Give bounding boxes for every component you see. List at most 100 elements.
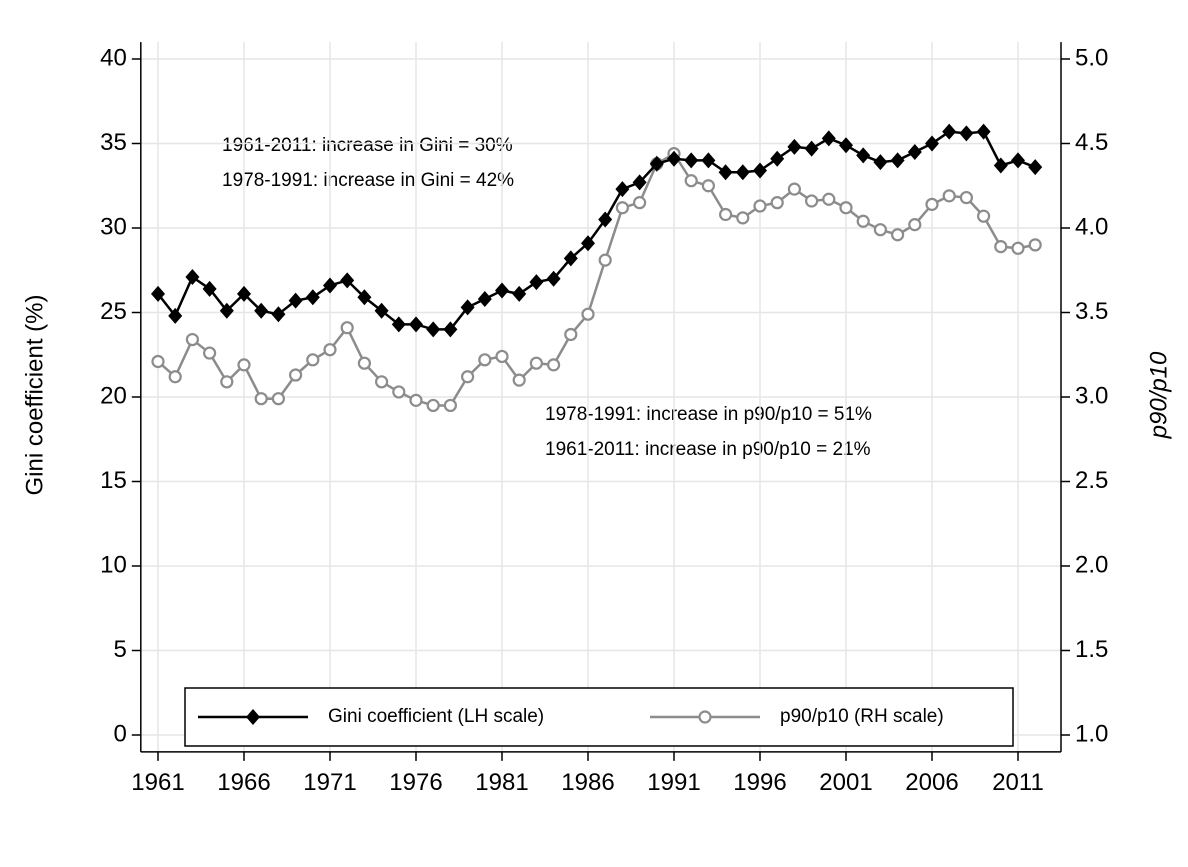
marker [168,307,183,324]
marker [512,285,527,302]
y-tick-label: 5 [113,636,126,663]
y-tick-label: 20 [100,382,127,409]
marker [254,392,268,406]
y2-tick-label: 5.0 [1075,44,1108,71]
marker [667,150,681,167]
marker [271,306,286,323]
marker [581,307,595,321]
marker [443,398,457,413]
marker [391,316,406,333]
y-tick-label: 0 [113,720,126,747]
marker [529,356,544,370]
marker [495,282,509,299]
marker [684,174,698,188]
marker [271,392,285,406]
x-tick-label: 1996 [733,769,786,796]
marker [804,140,819,157]
marker [632,174,647,191]
x-tick-label: 2001 [819,769,872,796]
x-tick-label: 2006 [905,769,958,796]
marker [753,199,767,213]
marker [219,302,234,319]
marker [288,292,303,309]
marker [787,182,802,196]
legend-box [184,687,1014,747]
y-tick-label: 30 [100,213,127,240]
y2-tick-label: 4.5 [1075,129,1108,156]
marker [873,154,888,171]
y2-tick-label: 2.0 [1075,551,1108,578]
legend-label: p90/p10 (RH scale) [780,706,944,727]
y2-tick-label: 1.5 [1075,636,1108,663]
marker [306,353,320,367]
marker [856,147,871,164]
marker [822,192,836,206]
marker [375,375,389,389]
marker [718,207,733,222]
marker [340,321,354,335]
marker [684,152,699,169]
y2-tick-label: 3.0 [1075,382,1108,409]
y-tick-label: 25 [100,298,127,325]
marker [994,239,1008,254]
legend-label: Gini coefficient (LH scale) [328,706,544,727]
marker [426,321,441,338]
marker [907,143,922,160]
marker [804,194,819,208]
x-tick-label: 1976 [389,769,442,796]
marker [254,302,269,319]
marker [374,302,389,319]
marker [1028,238,1042,252]
y-tick-label: 35 [100,129,127,156]
x-tick-label: 1966 [217,769,270,796]
marker [512,373,526,387]
legend-marker [698,710,712,724]
marker [718,164,733,181]
marker [220,375,234,389]
marker [821,130,836,147]
annotation: 1978-1991: increase in Gini = 42% [222,170,514,191]
marker [409,316,423,333]
marker [546,270,561,287]
marker [305,289,320,306]
x-tick-label: 1981 [475,769,528,796]
marker [993,157,1008,174]
marker [185,332,199,347]
marker [289,368,303,382]
marker [185,269,200,286]
series-line [157,151,1036,407]
marker [959,125,974,142]
marker [925,135,939,152]
marker [478,353,492,367]
marker [529,274,544,291]
marker [203,346,217,360]
marker [890,228,905,242]
marker [357,289,372,306]
marker [959,190,974,205]
y-tick-label: 10 [100,551,127,578]
marker [392,385,406,399]
marker [323,343,337,357]
annotation: 1961-2011: increase in p90/p10 = 21% [545,439,871,460]
y2-tick-label: 4.0 [1075,213,1108,240]
marker [598,211,613,228]
marker [563,250,578,267]
marker [323,277,337,294]
y2-tick-label: 1.0 [1075,720,1108,747]
marker [753,162,767,179]
marker [237,285,251,302]
marker [787,138,802,155]
marker [770,150,785,167]
marker [839,137,853,154]
marker [202,280,217,297]
x-tick-label: 1971 [303,769,356,796]
marker [460,299,475,316]
marker [976,209,991,223]
marker [736,211,750,225]
marker [581,235,595,252]
marker [461,370,475,384]
marker [701,152,716,169]
marker [409,393,423,407]
marker [649,155,664,172]
